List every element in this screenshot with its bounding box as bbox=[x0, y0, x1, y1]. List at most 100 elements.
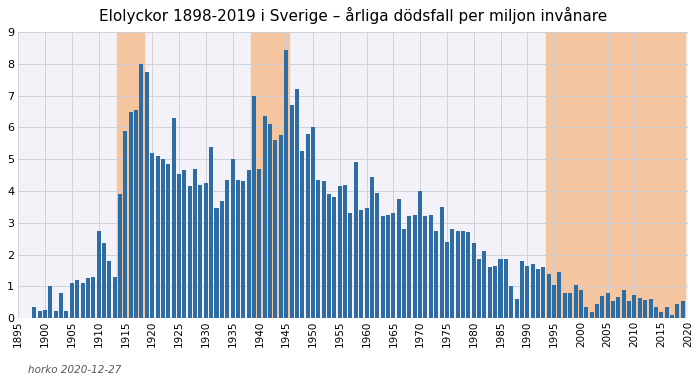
Bar bbox=[450, 229, 454, 318]
Bar bbox=[268, 124, 272, 318]
Bar bbox=[113, 277, 117, 318]
Bar bbox=[220, 201, 224, 318]
Bar bbox=[676, 304, 679, 318]
Bar bbox=[659, 312, 664, 318]
Bar bbox=[397, 199, 400, 318]
Bar bbox=[214, 208, 218, 318]
Bar bbox=[332, 198, 337, 318]
Bar bbox=[251, 32, 289, 318]
Bar bbox=[91, 277, 95, 318]
Bar bbox=[402, 229, 406, 318]
Bar bbox=[627, 301, 631, 318]
Bar bbox=[172, 118, 176, 318]
Bar bbox=[493, 266, 497, 318]
Bar bbox=[139, 64, 144, 318]
Bar bbox=[150, 153, 154, 318]
Bar bbox=[445, 242, 449, 318]
Bar bbox=[541, 267, 545, 318]
Bar bbox=[643, 300, 648, 318]
Bar bbox=[295, 89, 299, 318]
Bar bbox=[477, 259, 481, 318]
Bar bbox=[322, 181, 326, 318]
Bar bbox=[391, 213, 395, 318]
Bar bbox=[472, 244, 476, 318]
Bar bbox=[407, 216, 412, 318]
Bar bbox=[584, 307, 588, 318]
Bar bbox=[134, 110, 138, 318]
Bar bbox=[633, 295, 636, 318]
Bar bbox=[107, 261, 111, 318]
Bar bbox=[129, 112, 133, 318]
Bar bbox=[337, 186, 342, 318]
Bar bbox=[284, 49, 288, 318]
Bar bbox=[547, 274, 551, 318]
Bar bbox=[118, 194, 122, 318]
Bar bbox=[75, 280, 79, 318]
Bar bbox=[579, 290, 583, 318]
Bar bbox=[536, 269, 540, 318]
Bar bbox=[386, 215, 390, 318]
Bar bbox=[274, 140, 277, 318]
Bar bbox=[123, 130, 127, 318]
Bar bbox=[311, 127, 315, 318]
Bar bbox=[601, 296, 604, 318]
Bar bbox=[552, 285, 556, 318]
Bar bbox=[262, 116, 267, 318]
Bar bbox=[365, 208, 369, 318]
Bar bbox=[182, 170, 186, 318]
Bar bbox=[413, 215, 416, 318]
Bar bbox=[664, 307, 668, 318]
Bar bbox=[648, 299, 652, 318]
Title: Elolyckor 1898-2019 i Sverige – årliga dödsfall per miljon invånare: Elolyckor 1898-2019 i Sverige – årliga d… bbox=[99, 7, 608, 24]
Bar bbox=[145, 72, 149, 318]
Text: horko 2020-12-27: horko 2020-12-27 bbox=[28, 365, 121, 375]
Bar bbox=[97, 231, 101, 318]
Bar bbox=[59, 293, 63, 318]
Bar bbox=[161, 159, 165, 318]
Bar bbox=[424, 216, 428, 318]
Bar bbox=[225, 180, 229, 318]
Bar bbox=[456, 231, 460, 318]
Bar bbox=[343, 185, 347, 318]
Bar bbox=[316, 180, 321, 318]
Bar bbox=[32, 307, 36, 318]
Bar bbox=[43, 310, 47, 318]
Bar bbox=[589, 312, 594, 318]
Bar bbox=[498, 259, 503, 318]
Bar bbox=[461, 231, 465, 318]
Bar bbox=[177, 173, 181, 318]
Bar bbox=[230, 159, 235, 318]
Bar bbox=[258, 169, 261, 318]
Bar bbox=[86, 279, 90, 318]
Bar bbox=[504, 259, 508, 318]
Bar bbox=[595, 304, 599, 318]
Bar bbox=[617, 297, 620, 318]
Bar bbox=[155, 156, 160, 318]
Bar bbox=[54, 311, 58, 318]
Bar bbox=[70, 283, 74, 318]
Bar bbox=[48, 287, 52, 318]
Bar bbox=[370, 177, 374, 318]
Bar bbox=[193, 169, 197, 318]
Bar bbox=[418, 191, 422, 318]
Bar bbox=[622, 290, 626, 318]
Bar bbox=[375, 193, 379, 318]
Bar bbox=[306, 134, 309, 318]
Bar bbox=[563, 293, 567, 318]
Bar bbox=[209, 147, 214, 318]
Bar bbox=[241, 181, 245, 318]
Bar bbox=[80, 283, 85, 318]
Bar bbox=[290, 105, 293, 318]
Bar bbox=[252, 96, 256, 318]
Bar bbox=[568, 293, 572, 318]
Bar bbox=[509, 287, 513, 318]
Bar bbox=[611, 301, 615, 318]
Bar bbox=[349, 213, 353, 318]
Bar bbox=[102, 244, 106, 318]
Bar bbox=[434, 231, 438, 318]
Bar bbox=[573, 285, 578, 318]
Bar bbox=[514, 299, 519, 318]
Bar bbox=[488, 267, 492, 318]
Bar bbox=[482, 251, 486, 318]
Bar bbox=[279, 135, 283, 318]
